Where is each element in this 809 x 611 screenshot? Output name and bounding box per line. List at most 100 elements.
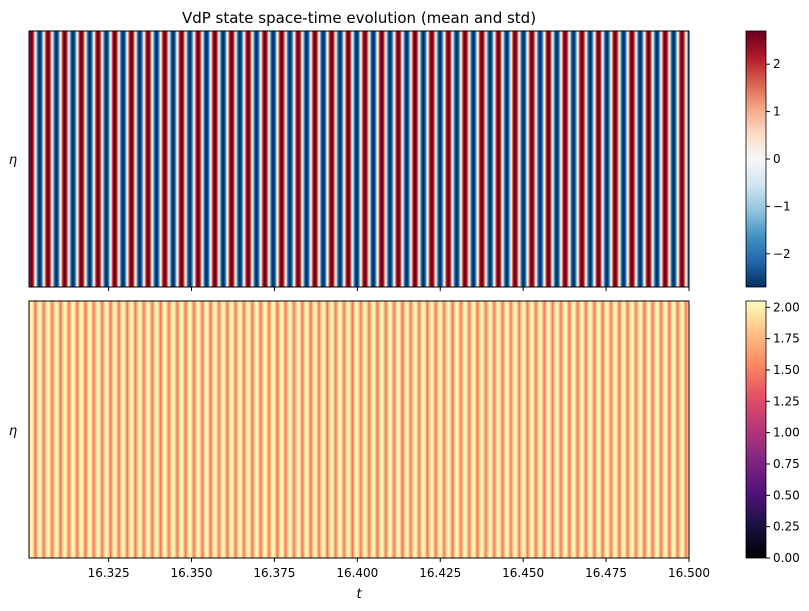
heatmap-cell bbox=[160, 301, 162, 558]
heatmap-cell bbox=[661, 31, 663, 287]
heatmap-cell bbox=[558, 301, 560, 558]
heatmap-cell bbox=[389, 31, 391, 287]
heatmap-cell bbox=[36, 31, 38, 287]
heatmap-cell bbox=[494, 301, 496, 558]
heatmap-cell bbox=[97, 31, 99, 287]
heatmap-cell bbox=[137, 31, 139, 287]
heatmap-cell bbox=[114, 31, 116, 287]
heatmap-cell bbox=[290, 301, 292, 558]
heatmap-cell bbox=[167, 31, 169, 287]
heatmap-cell bbox=[116, 31, 118, 287]
heatmap-cell bbox=[72, 31, 74, 287]
heatmap-cell bbox=[361, 301, 363, 558]
heatmap-cell bbox=[76, 31, 78, 287]
heatmap-cell bbox=[611, 31, 613, 287]
heatmap-cell bbox=[179, 301, 181, 558]
heatmap-cell bbox=[187, 31, 189, 287]
heatmap-cell bbox=[279, 31, 281, 287]
heatmap-cell bbox=[281, 301, 283, 558]
heatmap-cell bbox=[203, 301, 205, 558]
heatmap-cell bbox=[514, 301, 516, 558]
heatmap-cell bbox=[651, 301, 653, 558]
heatmap-cell bbox=[213, 301, 215, 558]
heatmap-cell bbox=[122, 301, 124, 558]
heatmap-cell bbox=[125, 31, 127, 287]
heatmap-cell bbox=[528, 301, 530, 558]
heatmap-cell bbox=[105, 301, 107, 558]
heatmap-cell bbox=[687, 301, 689, 558]
heatmap-cell bbox=[82, 301, 84, 558]
heatmap-cell bbox=[103, 31, 105, 287]
heatmap-cell bbox=[443, 31, 445, 287]
heatmap-cell bbox=[54, 31, 56, 287]
heatmap-cell bbox=[681, 31, 683, 287]
heatmap-cell bbox=[390, 31, 392, 287]
heatmap-cell bbox=[505, 301, 507, 558]
heatmap-cell bbox=[266, 301, 268, 558]
heatmap-cell bbox=[499, 301, 501, 558]
heatmap-cell bbox=[311, 301, 313, 558]
heatmap-cell bbox=[204, 31, 206, 287]
heatmap-cell bbox=[30, 31, 32, 287]
heatmap-cell bbox=[100, 31, 102, 287]
heatmap-cell bbox=[385, 31, 387, 287]
heatmap-cell bbox=[679, 301, 681, 558]
heatmap-cell bbox=[275, 31, 277, 287]
heatmap-cell bbox=[333, 301, 335, 558]
heatmap-cell bbox=[519, 301, 521, 558]
heatmap-cell bbox=[173, 31, 175, 287]
heatmap-cell bbox=[625, 31, 627, 287]
heatmap-cell bbox=[384, 31, 386, 287]
heatmap-cell bbox=[456, 301, 458, 558]
heatmap-cell bbox=[397, 301, 399, 558]
heatmap-cell bbox=[500, 31, 502, 287]
heatmap-cell bbox=[164, 31, 166, 287]
heatmap-cell bbox=[411, 31, 413, 287]
heatmap-cell bbox=[101, 31, 103, 287]
heatmap-cell bbox=[138, 31, 140, 287]
heatmap-cell bbox=[577, 301, 579, 558]
heatmap-cell bbox=[358, 301, 360, 558]
heatmap-cell bbox=[593, 301, 595, 558]
heatmap-cell bbox=[340, 301, 342, 558]
heatmap-cell bbox=[74, 301, 76, 558]
heatmap-cell bbox=[161, 301, 163, 558]
heatmap-cell bbox=[523, 301, 525, 558]
heatmap-cell bbox=[42, 31, 44, 287]
heatmap-cell bbox=[218, 301, 220, 558]
heatmap-cell bbox=[588, 301, 590, 558]
heatmap-cell bbox=[604, 301, 606, 558]
heatmap-cell bbox=[104, 301, 106, 558]
heatmap-cell bbox=[524, 301, 526, 558]
heatmap-cell bbox=[471, 31, 473, 287]
heatmap-cell bbox=[237, 31, 239, 287]
std-colorbar: 0.00 0.25 0.50 0.75 1.00 1.25 1.50 1.75 2.00 bbox=[745, 300, 800, 565]
heatmap-cell bbox=[272, 31, 274, 287]
heatmap-cell bbox=[416, 31, 418, 287]
heatmap-cell bbox=[199, 301, 201, 558]
heatmap-cell bbox=[76, 301, 78, 558]
heatmap-cell bbox=[497, 301, 499, 558]
heatmap-cell bbox=[361, 31, 363, 287]
heatmap-cell bbox=[314, 31, 316, 287]
heatmap-cell bbox=[314, 301, 316, 558]
heatmap-cell bbox=[313, 301, 315, 558]
heatmap-cell bbox=[174, 301, 176, 558]
heatmap-cell bbox=[504, 31, 506, 287]
heatmap-cell bbox=[649, 31, 651, 287]
heatmap-cell bbox=[123, 31, 125, 287]
heatmap-cell bbox=[643, 31, 645, 287]
heatmap-cell bbox=[400, 301, 402, 558]
heatmap-cell bbox=[263, 301, 265, 558]
heatmap-cell bbox=[642, 301, 644, 558]
heatmap-cell bbox=[66, 301, 68, 558]
heatmap-cell bbox=[468, 301, 470, 558]
heatmap-cell bbox=[369, 31, 371, 287]
heatmap-cell bbox=[321, 31, 323, 287]
heatmap-cell bbox=[583, 31, 585, 287]
heatmap-cell bbox=[254, 301, 256, 558]
heatmap-cell bbox=[388, 301, 390, 558]
heatmap-cell bbox=[178, 31, 180, 287]
std-panel: 16.325 16.350 16.375 16.400 16.425 16.450 16.4… bbox=[9, 300, 710, 602]
heatmap-cell bbox=[644, 301, 646, 558]
